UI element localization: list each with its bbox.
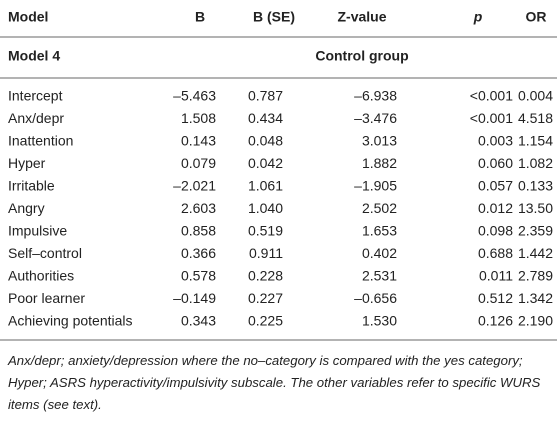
cell: 0.787 [248,88,283,104]
row-label: Anx/depr [8,110,64,126]
column-header: Z-value [337,9,386,25]
row-label: Angry [8,200,45,216]
cell: 0.048 [248,133,283,149]
cell: 1.040 [248,200,283,216]
subheader-group: Control group [315,48,408,64]
cell: 0.126 [478,313,513,329]
cell: 0.402 [362,245,397,261]
cell: 2.502 [362,200,397,216]
cell: 0.003 [478,133,513,149]
row-label: Hyper [8,155,46,171]
cell: 0.143 [181,133,216,149]
row-label: Achieving potentials [8,313,133,329]
cell: 0.133 [518,178,553,194]
cell: –0.656 [354,290,397,306]
cell: 0.434 [248,110,283,126]
row-label: Impulsive [8,223,67,239]
row-label: Self–control [8,245,82,261]
cell: 0.057 [478,178,513,194]
column-header: B (SE) [253,9,295,25]
row-label: Intercept [8,88,63,104]
cell: 0.004 [518,88,553,104]
cell: 2.789 [518,268,553,284]
cell: –1.905 [354,178,397,194]
cell: 4.518 [518,110,553,126]
cell: 2.190 [518,313,553,329]
cell: 0.098 [478,223,513,239]
cell: 0.227 [248,290,283,306]
row-label: Poor learner [8,290,85,306]
cell: 1.342 [518,290,553,306]
cell: 0.911 [249,245,283,261]
cell: 0.366 [181,245,216,261]
cell: 1.442 [518,245,553,261]
cell: 0.578 [181,268,216,284]
cell: 1.154 [518,133,553,149]
cell: 3.013 [362,133,397,149]
cell: <0.001 [470,88,513,104]
column-header: B [195,9,205,25]
cell: 2.359 [518,223,553,239]
cell: 0.688 [478,245,513,261]
row-label: Authorities [8,268,74,284]
cell: 0.225 [248,313,283,329]
column-header: Model [8,9,48,25]
cell: 1.882 [362,155,397,171]
cell: 0.011 [479,268,513,284]
cell: <0.001 [470,110,513,126]
cell: 0.343 [181,313,216,329]
table: Model 4 Control group Model B B (SE) Z-valu… [0,9,557,341]
cell: 0.519 [248,223,283,239]
cell: 0.228 [248,268,283,284]
cell: –5.463 [173,88,216,104]
cell: 0.042 [248,155,283,171]
cell: –2.021 [173,178,216,194]
cell: –3.476 [354,110,397,126]
cell: –6.938 [354,88,397,104]
cell: 1.061 [248,178,283,194]
cell: 0.079 [181,155,216,171]
footnote: Anx/depr; anxiety/depression where the n… [8,353,541,412]
cell: 2.531 [362,268,397,284]
cell: 1.082 [518,155,553,171]
column-header: OR [526,9,547,25]
cell: 1.508 [181,110,216,126]
cell: 13.50 [518,200,553,216]
column-header: p [473,9,483,25]
cell: 0.060 [478,155,513,171]
row-label: Irritable [8,178,55,194]
cell: 1.653 [362,223,397,239]
cell: –0.149 [173,290,216,306]
cell: 0.858 [181,223,216,239]
row-label: Inattention [8,133,73,149]
subheader-model: Model 4 [8,48,60,64]
cell: 0.512 [478,290,513,306]
cell: 2.603 [181,200,216,216]
cell: 0.012 [478,200,513,216]
cell: 1.530 [362,313,397,329]
